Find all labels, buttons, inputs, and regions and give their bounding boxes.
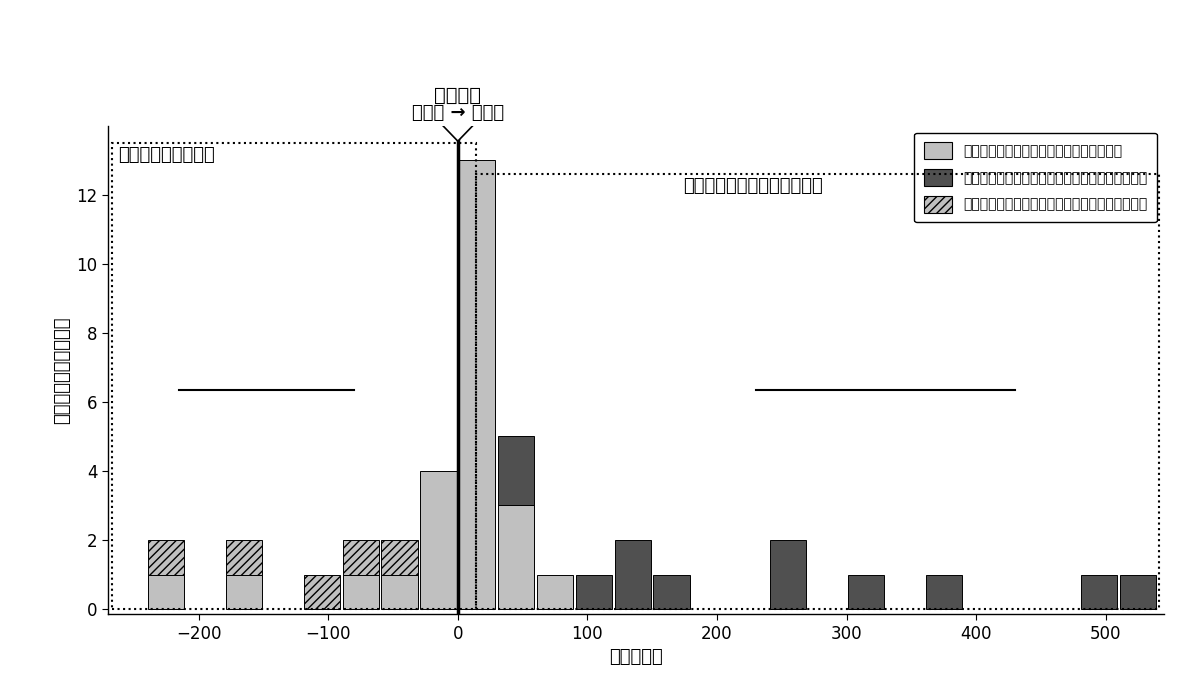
Bar [342, 540, 379, 574]
Bar [848, 574, 884, 609]
Bar [476, 174, 1159, 609]
Bar [925, 574, 962, 609]
Bar [498, 436, 534, 505]
Text: 行動変化: 行動変化 [434, 86, 481, 105]
Bar [576, 574, 612, 609]
Bar [304, 574, 340, 609]
Bar [498, 505, 534, 609]
Text: 行動変化後の遊泳中のあくび: 行動変化後の遊泳中のあくび [683, 177, 823, 195]
Y-axis label: 観察されたあくびの数: 観察されたあくびの数 [53, 316, 71, 424]
Bar [148, 540, 185, 574]
Bar [654, 574, 690, 609]
Legend: 行動変化前にあくびした稚魚によるあくび, 行動変化前にあくびしなかった稚魚によるあくび, あくび後に行動変化しなかった稚魚によるあくび: 行動変化前にあくびした稚魚によるあくび, 行動変化前にあくびしなかった稚魚による… [914, 133, 1157, 222]
Bar [420, 471, 456, 609]
Bar [382, 540, 418, 574]
Bar [112, 143, 476, 609]
Bar [770, 540, 806, 609]
Polygon shape [434, 107, 481, 141]
Bar [1120, 574, 1157, 609]
Bar [1081, 574, 1117, 609]
Text: 着底行動中のあくび: 着底行動中のあくび [119, 147, 215, 164]
Bar [226, 574, 262, 609]
Bar [226, 540, 262, 574]
Bar [614, 540, 650, 609]
Bar [536, 574, 574, 609]
Bar [382, 574, 418, 609]
Text: （着底 → 遊泳）: （着底 → 遊泳） [412, 104, 504, 122]
Bar [342, 574, 379, 609]
Bar [148, 574, 185, 609]
Bar [460, 160, 496, 609]
X-axis label: 時間（秒）: 時間（秒） [610, 648, 662, 666]
